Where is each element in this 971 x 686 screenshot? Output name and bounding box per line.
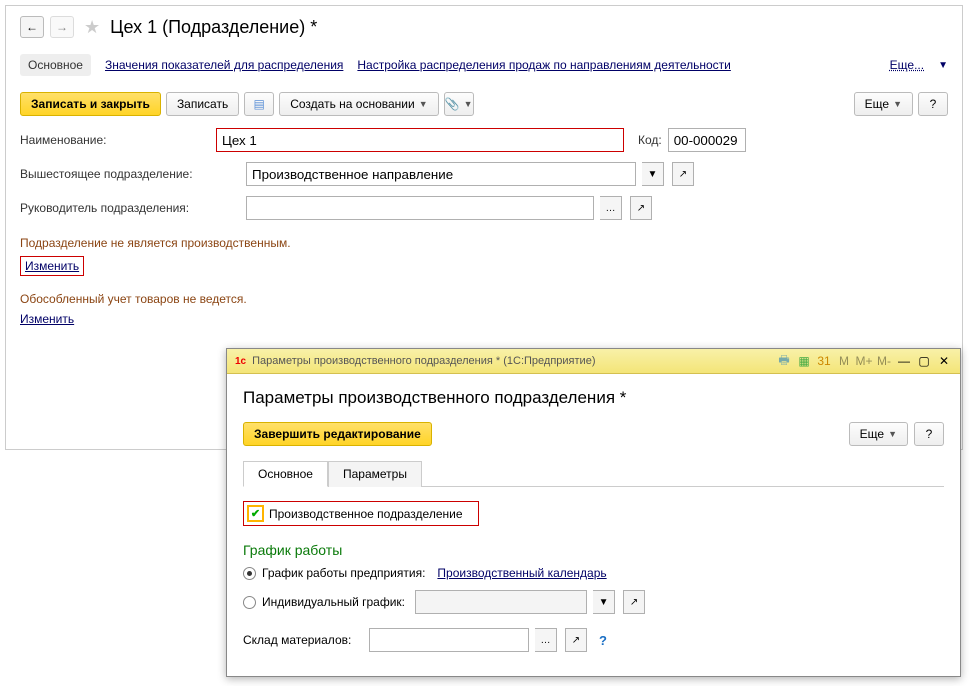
dialog-tabs: Основное Параметры xyxy=(243,460,944,487)
calendar-icon[interactable]: 31 xyxy=(816,353,832,369)
tab-main[interactable]: Основное xyxy=(243,461,328,487)
print-icon[interactable]: 🖶 xyxy=(776,353,792,369)
parent-input[interactable] xyxy=(246,162,636,186)
m-minus-icon: M- xyxy=(876,353,892,369)
materials-input[interactable] xyxy=(369,628,529,652)
save-close-button[interactable]: Записать и закрыть xyxy=(20,92,161,116)
radio-enterprise[interactable] xyxy=(243,567,256,580)
back-button[interactable]: ← xyxy=(20,16,44,38)
nav-more[interactable]: Еще... xyxy=(890,58,924,72)
chevron-down-icon: ▼ xyxy=(893,99,902,109)
dialog-body: Параметры производственного подразделени… xyxy=(227,374,960,676)
chevron-down-icon: ▼ xyxy=(464,99,473,109)
head-input[interactable] xyxy=(246,196,594,220)
help-button[interactable]: ? xyxy=(918,92,948,116)
nav-tab-sales[interactable]: Настройка распределения продаж по направ… xyxy=(357,58,730,72)
code-label: Код: xyxy=(638,133,662,147)
nav-tab-main[interactable]: Основное xyxy=(20,54,91,76)
production-checkbox-label: Производственное подразделение xyxy=(269,507,463,521)
minimize-icon[interactable]: — xyxy=(896,353,912,369)
close-icon[interactable]: ✕ xyxy=(936,353,952,369)
name-input[interactable] xyxy=(216,128,624,152)
radio-row-individual: Индивидуальный график: ▼ ↗ xyxy=(243,590,944,614)
attach-button[interactable]: 📎▼ xyxy=(444,92,474,116)
1c-icon: 1c xyxy=(235,356,246,367)
save-button[interactable]: Записать xyxy=(166,92,239,116)
calendar-link[interactable]: Производственный календарь xyxy=(437,566,606,580)
open-button[interactable]: ↗ xyxy=(630,196,652,220)
forward-button[interactable]: → xyxy=(50,16,74,38)
code-input[interactable] xyxy=(668,128,746,152)
dialog-more-button[interactable]: Еще ▼ xyxy=(849,422,908,446)
schedule-heading: График работы xyxy=(243,542,944,558)
dialog-toolbar: Завершить редактирование Еще ▼ ? xyxy=(243,422,944,446)
titlebar-icons: 🖶 ▦ 31 M M+ M- — ▢ ✕ xyxy=(776,353,952,369)
dialog-heading: Параметры производственного подразделени… xyxy=(243,388,944,408)
individual-schedule-input xyxy=(415,590,587,614)
change-link-1[interactable]: Изменить xyxy=(20,256,84,276)
nav-tab-values[interactable]: Значения показателей для распределения xyxy=(105,58,343,72)
create-based-button[interactable]: Создать на основании ▼ xyxy=(279,92,438,116)
materials-label: Склад материалов: xyxy=(243,633,363,647)
chevron-down-icon: ▼ xyxy=(888,429,897,439)
tab-params[interactable]: Параметры xyxy=(328,461,422,487)
status-no-separate: Обособленный учет товаров не ведется. xyxy=(20,292,948,306)
chevron-down-icon[interactable]: ▼ xyxy=(938,60,948,71)
materials-row: Склад материалов: … ↗ ? xyxy=(243,628,944,652)
form-row-head: Руководитель подразделения: … ↗ xyxy=(20,196,948,220)
chevron-down-icon: ▼ xyxy=(419,99,428,109)
form-row-name: Наименование: Код: xyxy=(20,128,948,152)
radio-enterprise-label: График работы предприятия: xyxy=(262,566,425,580)
help-icon[interactable]: ? xyxy=(599,633,607,648)
report-button[interactable]: ▤ xyxy=(244,92,274,116)
nav-tabs: Основное Значения показателей для распре… xyxy=(20,50,948,80)
head-label: Руководитель подразделения: xyxy=(20,201,240,215)
change-link-2[interactable]: Изменить xyxy=(20,312,74,326)
select-button[interactable]: … xyxy=(600,196,622,220)
open-button: ↗ xyxy=(623,590,645,614)
radio-individual-label: Индивидуальный график: xyxy=(262,595,405,609)
select-button[interactable]: … xyxy=(535,628,557,652)
production-checkbox-row: ✔ Производственное подразделение xyxy=(243,501,479,526)
star-icon[interactable]: ★ xyxy=(84,17,100,38)
name-label: Наименование: xyxy=(20,133,210,147)
dialog-titlebar[interactable]: 1c Параметры производственного подраздел… xyxy=(227,349,960,374)
more-button[interactable]: Еще ▼ xyxy=(854,92,913,116)
header: ← → ★ Цех 1 (Подразделение) * xyxy=(20,16,948,38)
maximize-icon[interactable]: ▢ xyxy=(916,353,932,369)
status-not-production: Подразделение не является производственн… xyxy=(20,236,948,250)
radio-row-enterprise: График работы предприятия: Производствен… xyxy=(243,566,944,580)
page-title: Цех 1 (Подразделение) * xyxy=(110,17,317,38)
form-row-parent: Вышестоящее подразделение: ▼ ↗ xyxy=(20,162,948,186)
finish-edit-button[interactable]: Завершить редактирование xyxy=(243,422,432,446)
toolbar: Записать и закрыть Записать ▤ Создать на… xyxy=(20,92,948,116)
dialog-window: 1c Параметры производственного подраздел… xyxy=(226,348,961,677)
grid-icon[interactable]: ▦ xyxy=(796,353,812,369)
open-button[interactable]: ↗ xyxy=(565,628,587,652)
m-icon: M xyxy=(836,353,852,369)
dropdown-button: ▼ xyxy=(593,590,615,614)
dialog-help-button[interactable]: ? xyxy=(914,422,944,446)
production-checkbox[interactable]: ✔ xyxy=(248,506,263,521)
radio-individual[interactable] xyxy=(243,596,256,609)
m-plus-icon: M+ xyxy=(856,353,872,369)
dropdown-button[interactable]: ▼ xyxy=(642,162,664,186)
dialog-title: Параметры производственного подразделени… xyxy=(252,355,595,367)
parent-label: Вышестоящее подразделение: xyxy=(20,167,240,181)
open-button[interactable]: ↗ xyxy=(672,162,694,186)
